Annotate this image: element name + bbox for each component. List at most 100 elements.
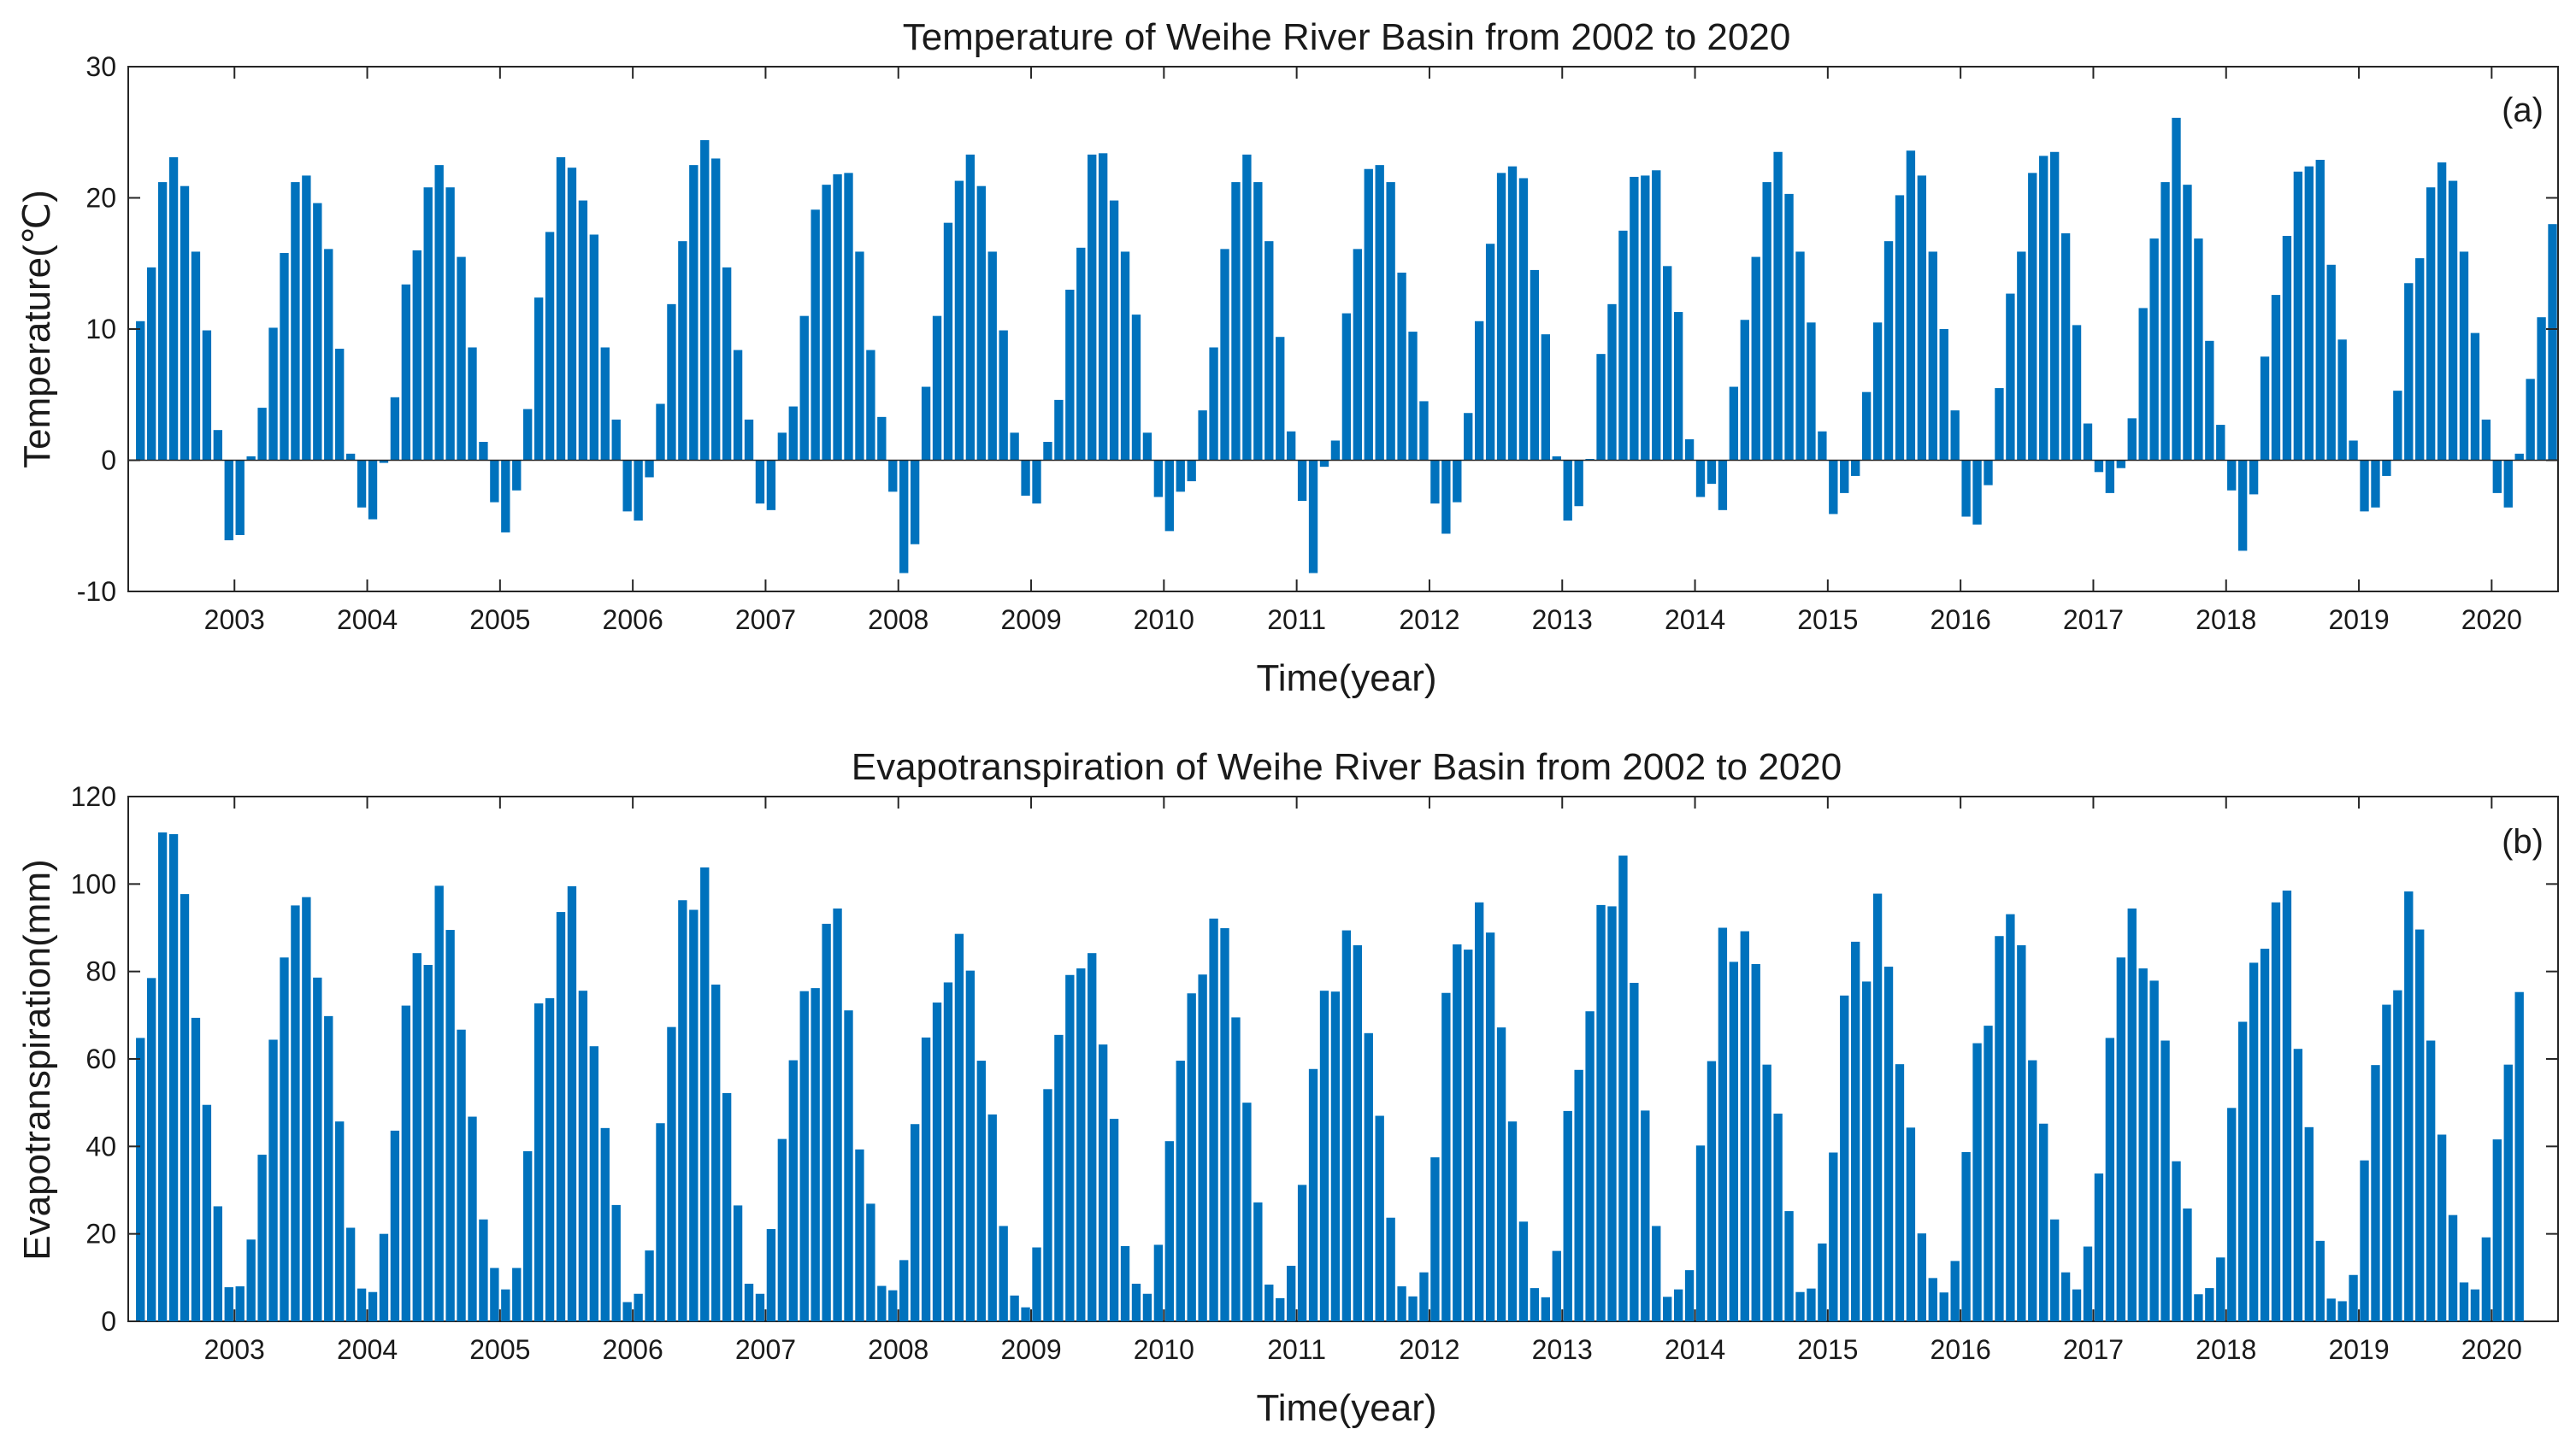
bar [1684, 438, 1695, 461]
x-tick-label: 2009 [1000, 1334, 1061, 1365]
bar [1464, 950, 1473, 1321]
bar [2271, 295, 2281, 461]
bar [457, 256, 466, 461]
bar [1441, 460, 1451, 534]
bar [324, 249, 333, 461]
bar [556, 912, 566, 1321]
bar [1065, 974, 1075, 1321]
bar [2094, 1173, 2104, 1321]
bar [490, 1267, 499, 1321]
bar [1264, 241, 1274, 461]
x-tick-label: 2007 [735, 604, 796, 635]
x-tick-label: 2017 [2063, 604, 2124, 635]
bar [1729, 962, 1739, 1321]
bar [788, 1060, 798, 1321]
bar [1010, 1295, 1019, 1321]
x-tick-label: 2012 [1399, 1334, 1459, 1365]
bar [2304, 1126, 2314, 1321]
bar [1663, 1297, 1672, 1321]
bar [1906, 150, 1916, 461]
bar [611, 1204, 621, 1321]
bar [1453, 460, 1462, 503]
bar [1319, 991, 1329, 1321]
bar [1187, 460, 1196, 482]
bar [268, 1039, 278, 1321]
bar [533, 1003, 544, 1321]
bar [2293, 171, 2303, 461]
bar [2149, 980, 2159, 1321]
bar [324, 1015, 333, 1321]
x-tick-label: 2003 [204, 604, 265, 635]
bar [2183, 185, 2192, 461]
bar [822, 923, 831, 1321]
bar [965, 970, 976, 1321]
bar [877, 1285, 887, 1321]
bar [1663, 266, 1672, 461]
bar [2039, 1123, 2048, 1321]
bar [678, 900, 687, 1321]
x-tick-label: 2005 [469, 604, 530, 635]
bar [556, 156, 566, 461]
bar [1209, 918, 1218, 1321]
bar [2503, 1064, 2513, 1321]
bar [2060, 1272, 2071, 1321]
x-tick-label: 2011 [1267, 604, 1326, 635]
bar [1065, 289, 1075, 461]
bar [1220, 249, 1229, 461]
bar [1120, 251, 1130, 461]
x-tick-label: 2018 [2196, 1334, 2256, 1365]
bar [1198, 410, 1207, 461]
bar [1563, 460, 1572, 521]
bar [899, 1260, 909, 1321]
bar [766, 460, 776, 510]
bar [202, 330, 212, 461]
bar [2514, 453, 2524, 461]
bar [2149, 238, 2159, 461]
bar [1740, 931, 1749, 1321]
bar [667, 303, 676, 461]
bar [987, 251, 997, 461]
bar [1984, 1026, 1993, 1321]
bar [788, 406, 798, 461]
bar [136, 321, 145, 461]
x-tick-label: 2015 [1797, 604, 1858, 635]
bar [2481, 1237, 2491, 1321]
y-tick-label: 10 [85, 314, 116, 344]
bar [1276, 337, 1285, 461]
bar [634, 460, 643, 521]
bar [921, 1037, 931, 1321]
bar [345, 1227, 356, 1321]
bar [345, 453, 356, 461]
bar [2227, 1108, 2237, 1321]
bar [1198, 974, 1207, 1321]
bar [1652, 170, 1661, 461]
bar [1585, 1011, 1595, 1321]
bar [999, 1226, 1008, 1321]
bar [777, 432, 787, 461]
bar [1773, 151, 1783, 461]
bar [1164, 1141, 1174, 1321]
bar [1043, 1089, 1052, 1321]
bar [910, 1124, 920, 1321]
bar [667, 1026, 676, 1321]
bar [1618, 856, 1628, 1321]
bar [512, 1267, 522, 1321]
bar [1485, 932, 1495, 1321]
bar [291, 182, 300, 461]
bar [1630, 982, 1639, 1321]
bar [2282, 236, 2292, 461]
bar [866, 350, 875, 461]
bar [168, 834, 179, 1321]
bar [235, 460, 245, 535]
bar [1408, 332, 1418, 461]
bar [1253, 182, 1263, 461]
x-tick-label: 2004 [337, 604, 398, 635]
bar [744, 1284, 754, 1321]
bar [357, 1288, 367, 1322]
bar [202, 1104, 212, 1321]
bar [490, 460, 499, 503]
bar [2360, 1160, 2369, 1321]
x-tick-label: 2008 [868, 604, 928, 635]
x-tick-label: 2016 [1931, 1334, 1991, 1365]
bar [2426, 1040, 2436, 1321]
